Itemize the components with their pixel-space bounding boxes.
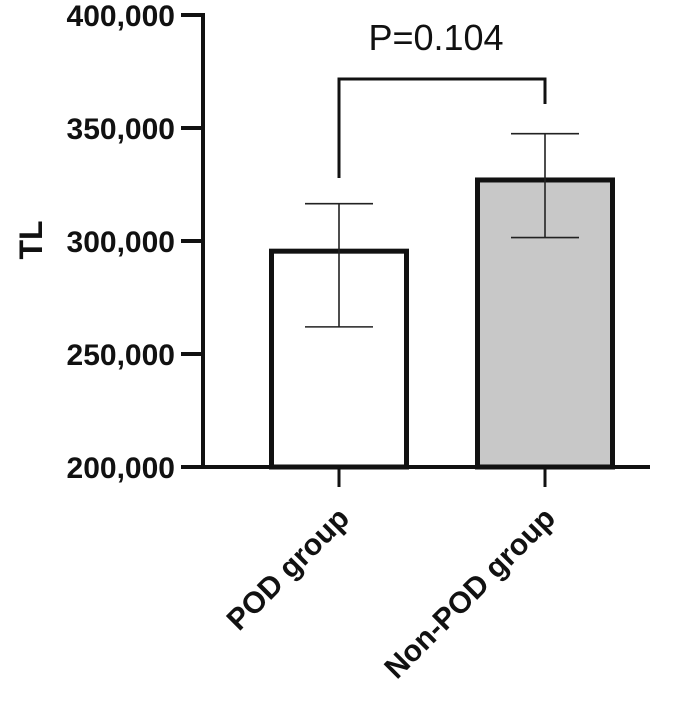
y-tick-label: 250,000 — [67, 339, 175, 372]
y-axis-label: TL — [13, 220, 49, 259]
bars — [269, 177, 615, 470]
y-tick-label: 400,000 — [67, 0, 175, 33]
x-category-label: Non-POD group — [378, 502, 562, 686]
significance-bracket — [337, 77, 547, 178]
y-tick-label: 350,000 — [67, 113, 175, 146]
significance-annotation: P=0.104 — [337, 17, 547, 178]
x-category-label: POD group — [221, 502, 356, 637]
p-value-label: P=0.104 — [368, 17, 503, 58]
error-bars — [305, 132, 579, 328]
y-tick-label: 300,000 — [67, 226, 175, 259]
y-tick-label: 200,000 — [67, 452, 175, 485]
